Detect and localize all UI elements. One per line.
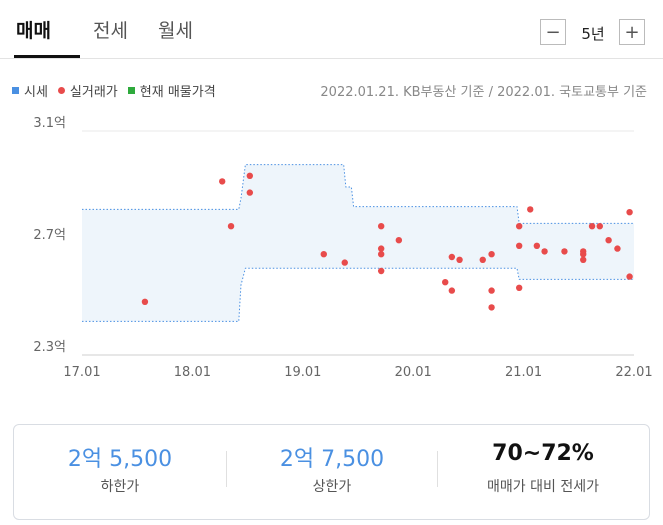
transaction-point <box>479 256 486 263</box>
x-tick-label: 19.01 <box>284 365 321 380</box>
y-tick-label: 2.3억 <box>33 340 66 355</box>
transaction-point <box>377 245 385 252</box>
transaction-point <box>626 273 633 280</box>
transaction-point <box>341 259 348 266</box>
chart-legend: 시세 실거래가 현재 매물가격 <box>12 81 226 100</box>
lower-price-value: 2억 5,500 <box>67 447 173 472</box>
transaction-point <box>541 248 548 255</box>
y-tick-label: 3.1억 <box>33 116 66 131</box>
legend-label: 현재 매물가격 <box>139 85 216 100</box>
legend-label: 시세 <box>24 85 48 100</box>
transaction-point <box>527 206 534 213</box>
transaction-point <box>515 223 523 230</box>
transaction-point <box>456 256 463 263</box>
transaction-point <box>246 172 254 179</box>
tab-sale[interactable]: 매매 <box>16 20 51 42</box>
x-tick-label: 21.01 <box>505 365 542 380</box>
transaction-point <box>320 251 327 258</box>
transaction-point <box>605 237 612 244</box>
transaction-point <box>561 248 568 255</box>
transaction-point <box>377 251 385 258</box>
x-tick-label: 20.01 <box>395 365 432 380</box>
transaction-point <box>488 304 495 311</box>
period-decrease-button[interactable]: − <box>540 19 566 45</box>
active-tab-indicator <box>14 55 80 58</box>
lower-price-cell: 2억 5,500 하한가 <box>14 425 226 521</box>
x-tick-label: 18.01 <box>174 365 211 380</box>
transaction-point <box>488 251 495 258</box>
jeonse-ratio-value: 70~72% <box>492 441 594 466</box>
jeonse-ratio-label: 매매가 대비 전세가 <box>487 479 599 495</box>
transaction-point <box>596 223 603 230</box>
transaction-point <box>448 253 456 261</box>
green-square-icon <box>127 87 135 94</box>
tab-jeonse[interactable]: 전세 <box>93 20 128 42</box>
transaction-point <box>246 189 254 196</box>
transaction-point <box>448 287 456 294</box>
jeonse-ratio-cell: 70~72% 매매가 대비 전세가 <box>437 425 649 521</box>
transaction-point <box>219 178 226 185</box>
transaction-point <box>442 279 449 286</box>
transaction-point <box>227 223 235 230</box>
transaction-point <box>515 284 523 291</box>
period-increase-button[interactable]: + <box>619 19 645 45</box>
period-label: 5년 <box>581 25 605 43</box>
transaction-point <box>626 209 633 216</box>
transaction-point <box>377 267 385 275</box>
transaction-point <box>377 223 385 230</box>
transaction-point <box>533 242 541 249</box>
transaction-point <box>614 245 621 252</box>
tab-monthly-rent[interactable]: 월세 <box>158 20 193 42</box>
transaction-point <box>488 287 495 294</box>
upper-price-value: 2억 7,500 <box>279 447 385 472</box>
x-tick-label: 17.01 <box>63 365 100 380</box>
legend-item-listing-price[interactable]: 현재 매물가격 <box>127 81 216 100</box>
plus-icon: + <box>624 21 640 43</box>
upper-price-cell: 2억 7,500 상한가 <box>226 425 438 521</box>
blue-square-icon <box>12 87 19 94</box>
divider <box>226 451 227 487</box>
market-price-upper-line <box>82 164 634 224</box>
transaction-point <box>580 256 587 263</box>
trade-type-tabs: 매매 전세 월세 − 5년 + <box>0 0 663 59</box>
red-dot-icon <box>57 87 65 94</box>
transaction-point <box>580 251 587 258</box>
data-source-basis: 2022.01.21. KB부동산 기준 / 2022.01. 국토교통부 기준 <box>320 85 647 100</box>
upper-price-label: 상한가 <box>312 479 352 495</box>
transaction-point <box>515 242 523 249</box>
legend-item-actual-transaction[interactable]: 실거래가 <box>57 81 118 100</box>
x-tick-label: 22.01 <box>615 365 652 380</box>
legend-item-market-price[interactable]: 시세 <box>12 81 48 100</box>
transaction-point <box>141 298 149 305</box>
legend-label: 실거래가 <box>69 85 118 100</box>
divider <box>437 451 438 487</box>
price-chart: 3.1억 2.7억 2.3억 17.01 18.01 19.01 20.01 21.01 22.… <box>33 116 652 380</box>
market-price-band <box>82 164 634 322</box>
price-summary: 2억 5,500 하한가 2억 7,500 상한가 70~72% 매매가 대비 … <box>13 424 650 520</box>
transaction-point <box>395 237 403 244</box>
y-tick-label: 2.7억 <box>33 228 66 243</box>
minus-icon: − <box>545 21 561 43</box>
transaction-point <box>588 223 596 230</box>
lower-price-label: 하한가 <box>100 479 140 495</box>
